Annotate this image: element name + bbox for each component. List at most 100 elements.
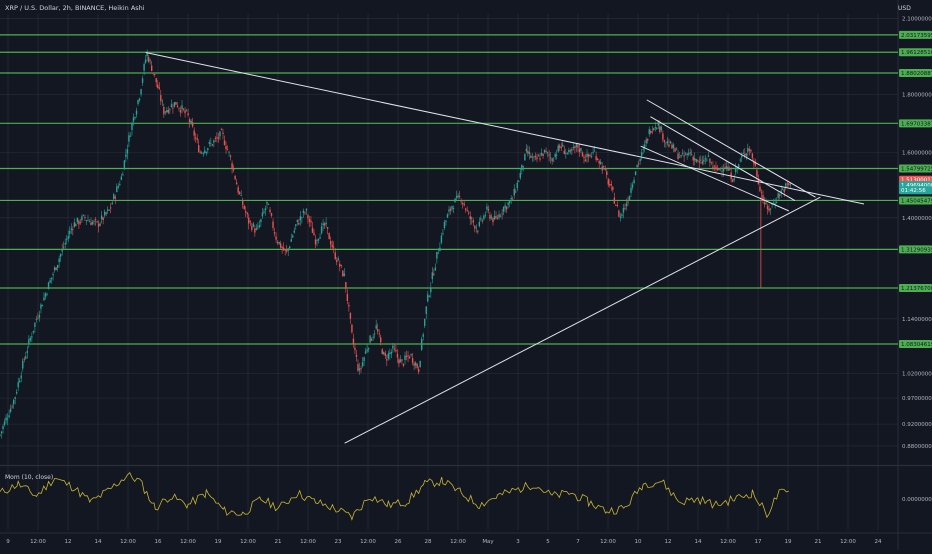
candle-body (521, 164, 523, 171)
candle-body (478, 221, 481, 227)
candle-body (622, 207, 625, 213)
candle-body (425, 306, 427, 314)
candle-body (707, 155, 710, 157)
candle-body (498, 214, 500, 218)
candle-body (216, 137, 218, 139)
candle-body (128, 135, 130, 142)
candle-body (305, 208, 308, 211)
candle-body (515, 191, 517, 193)
x-tick-label: 5 (546, 539, 550, 545)
candle-body (240, 195, 242, 196)
candle-body (326, 227, 329, 229)
candle-body (700, 159, 702, 161)
candle-body (727, 167, 729, 171)
candle-body (22, 360, 24, 369)
candle-body (697, 160, 699, 161)
candle-body (40, 304, 42, 309)
candle-body (258, 225, 261, 227)
candle-body (32, 330, 35, 333)
candle-body (747, 147, 749, 152)
candle-body (630, 187, 632, 193)
currency-label[interactable]: USD (898, 5, 911, 12)
candle-body (742, 153, 744, 154)
candle-body (788, 183, 790, 185)
candle-body (386, 359, 388, 361)
price-tick-label: 2.10000000 (902, 17, 932, 23)
candle-body (468, 212, 470, 214)
candle-body (701, 161, 704, 164)
level-price-label: 1.54799725 (901, 166, 932, 172)
candle-body (606, 171, 608, 175)
candle-body (163, 106, 165, 115)
candle-body (451, 206, 453, 209)
candle-body (763, 202, 766, 205)
candle-body (273, 232, 276, 234)
candle-body (440, 235, 443, 243)
candle-body (689, 152, 691, 154)
candle-body (487, 209, 490, 211)
candle-body (390, 352, 393, 354)
candle-body (172, 107, 174, 109)
price-tick-label: 1.14000000 (902, 317, 932, 323)
candle-body (586, 153, 588, 158)
x-tick-label: 14 (695, 539, 702, 545)
candle-body (187, 113, 189, 116)
candle-body (557, 145, 559, 152)
level-price-label: 1.08304619 (901, 342, 932, 348)
candle-body (23, 359, 25, 361)
candle-body (599, 161, 602, 164)
candle-body (73, 222, 76, 227)
candle-body (647, 138, 649, 141)
candle-body (789, 184, 792, 186)
candle-body (301, 217, 303, 219)
indicator-label[interactable]: Mom (10, close) (5, 474, 54, 481)
candle-body (656, 127, 658, 129)
candle-body (114, 196, 116, 199)
candle-body (361, 362, 364, 367)
candle-body (722, 168, 725, 172)
candle-body (90, 222, 92, 226)
symbol-title: XRP / U.S. Dollar, 2h, BINANCE, Heikin A… (5, 4, 145, 12)
candle-body (316, 240, 318, 241)
candle-body (698, 161, 700, 163)
candle-body (499, 215, 502, 217)
candle-body (377, 329, 379, 332)
candle-body (508, 201, 511, 204)
candle-body (642, 149, 644, 151)
candle-body (2, 426, 4, 430)
candle-body (543, 149, 546, 153)
candle-body (449, 208, 452, 211)
candle-body (111, 202, 113, 205)
candle-body (725, 166, 728, 169)
candle-body (248, 217, 250, 224)
candle-body (551, 158, 553, 162)
price-marker-label: 1.51300013 (901, 178, 932, 184)
candle-body (383, 351, 385, 355)
candle-body (659, 126, 661, 133)
candle-body (348, 304, 350, 307)
candle-body (193, 130, 195, 136)
candle-body (671, 144, 673, 149)
candle-body (399, 359, 402, 363)
candle-body (279, 243, 282, 248)
candle-body (351, 324, 353, 333)
candle-body (363, 357, 365, 362)
candle-body (446, 214, 449, 218)
candle-body (87, 220, 89, 221)
candle-body (653, 128, 655, 131)
ascending-trendline (344, 196, 821, 444)
candle-body (228, 151, 230, 153)
x-tick-label: 26 (395, 539, 402, 545)
candle-body (58, 258, 60, 263)
candle-body (709, 158, 711, 163)
candle-body (269, 209, 271, 212)
candle-body (621, 214, 623, 216)
candle-body (744, 153, 746, 156)
candle-body (76, 217, 79, 222)
candle-body (555, 154, 558, 156)
candle-body (584, 159, 587, 162)
candle-body (14, 397, 16, 399)
candle-body (396, 353, 399, 358)
candle-body (287, 248, 289, 251)
